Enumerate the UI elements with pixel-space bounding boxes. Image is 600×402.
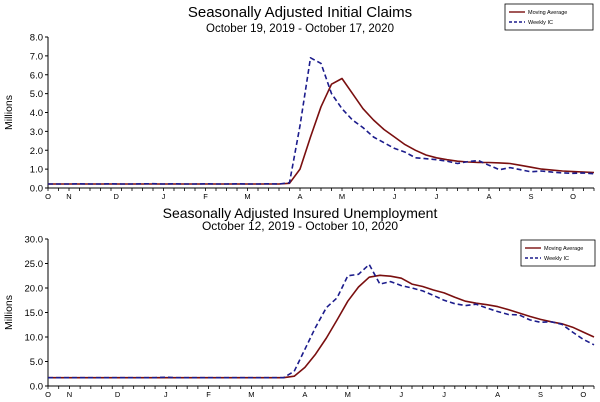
y-tick-label: 4.0 xyxy=(30,108,43,119)
x-month-label: N xyxy=(66,192,71,201)
x-month-label: F xyxy=(206,390,211,399)
legend: Moving Average Weekly IC xyxy=(520,239,596,267)
x-month-label: M xyxy=(248,390,254,399)
x-month-label: F xyxy=(203,192,208,201)
y-tick-label: 3.0 xyxy=(30,127,43,138)
y-axis-label: Millions xyxy=(3,295,15,330)
x-month-label: O xyxy=(45,192,51,201)
x-month-label: N xyxy=(67,390,72,399)
x-month-label: S xyxy=(528,192,533,201)
y-tick-label: 7.0 xyxy=(30,51,43,62)
y-tick-label: 30.0 xyxy=(25,235,44,246)
legend: Moving Average Weekly IC xyxy=(504,3,594,31)
y-tick-label: 25.0 xyxy=(25,259,44,270)
x-month-label: A xyxy=(297,192,302,201)
legend-label: Moving Average xyxy=(544,246,583,252)
y-tick-label: 1.0 xyxy=(30,165,43,176)
chart-2-subtitle: October 12, 2019 - October 10, 2020 xyxy=(201,219,399,233)
insured-unemployment-chart: 0.0 5.0 10.0 15.0 20.0 25.0 30.0 O N D J F M A M J J A S O M… xyxy=(3,235,596,399)
x-month-label: D xyxy=(114,192,120,201)
y-tick-label: 8.0 xyxy=(30,33,43,44)
x-month-label: M xyxy=(339,192,345,201)
x-month-label: A xyxy=(302,390,307,399)
x-month-label: O xyxy=(45,390,51,399)
chart-1-title: Seasonally Adjusted Initial Claims xyxy=(187,4,413,21)
x-month-label: D xyxy=(115,390,121,399)
legend-label: Moving Average xyxy=(528,10,567,16)
x-month-label: O xyxy=(570,192,576,201)
y-tick-label: 0.0 xyxy=(30,184,43,195)
x-month-label: O xyxy=(580,390,586,399)
y-tick-label: 20.0 xyxy=(25,284,44,295)
x-month-label: J xyxy=(164,390,168,399)
y-tick-label: 5.0 xyxy=(30,357,43,368)
chart-2-title: Seasonally Adjusted Insured Unemployment xyxy=(162,205,438,221)
y-tick-label: 2.0 xyxy=(30,146,43,157)
legend-box xyxy=(504,3,594,31)
legend-label: Weekly IC xyxy=(544,256,569,262)
initial-claims-chart: 0.0 1.0 2.0 3.0 4.0 5.0 6.0 7.0 8.0 O N D J F M A M J J A S O… xyxy=(3,3,595,201)
x-month-label: S xyxy=(538,390,543,399)
series-line-weekly-ic xyxy=(48,56,595,185)
series-line-moving-average xyxy=(48,274,595,379)
x-month-label: A xyxy=(486,192,491,201)
legend-box xyxy=(520,239,596,267)
series-line-weekly-ic xyxy=(48,263,595,379)
chart-1-subtitle: October 19, 2019 - October 17, 2020 xyxy=(206,23,394,35)
y-tick-label: 6.0 xyxy=(30,70,43,81)
x-month-label: A xyxy=(495,390,500,399)
x-month-label: M xyxy=(244,192,250,201)
x-month-label: J xyxy=(435,192,439,201)
y-tick-label: 0.0 xyxy=(30,382,43,393)
x-month-label: J xyxy=(442,390,446,399)
y-tick-label: 15.0 xyxy=(25,308,44,319)
legend-label: Weekly IC xyxy=(528,20,553,26)
y-axis-label: Millions xyxy=(3,95,15,130)
y-tick-label: 10.0 xyxy=(25,333,44,344)
x-month-label: J xyxy=(399,390,403,399)
x-month-label: J xyxy=(393,192,397,201)
x-month-label: M xyxy=(345,390,351,399)
x-month-label: J xyxy=(162,192,166,201)
y-tick-label: 5.0 xyxy=(30,89,43,100)
